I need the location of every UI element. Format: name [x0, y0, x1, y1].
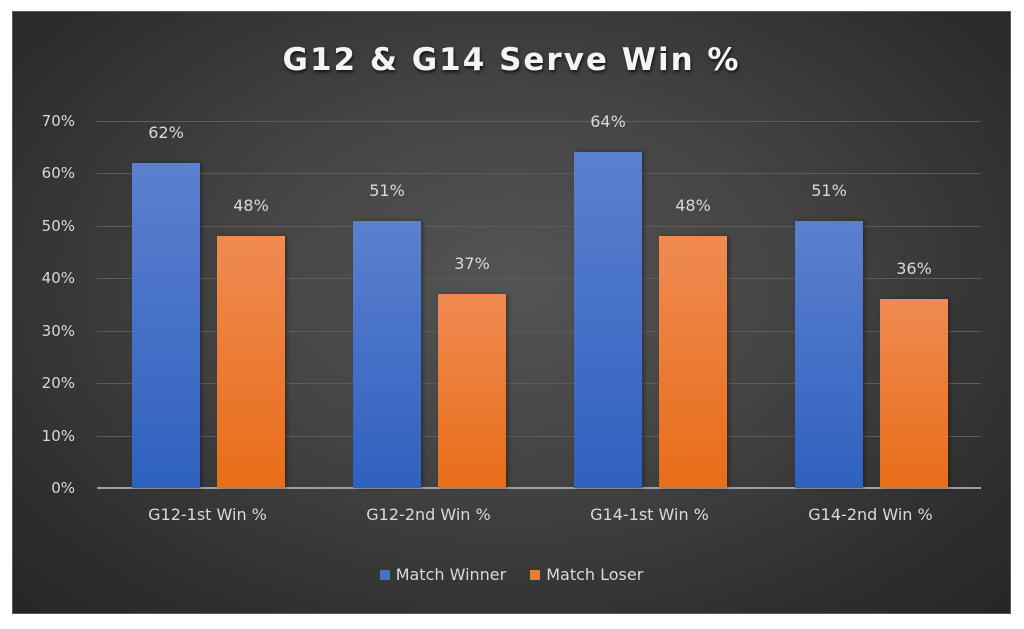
bar-match-winner: [574, 152, 642, 488]
x-category-label: G12-2nd Win %: [366, 505, 491, 524]
legend-swatch-icon: [530, 569, 541, 580]
bar-match-winner: [132, 162, 200, 488]
y-tick-label: 40%: [41, 269, 75, 288]
gridline: [97, 383, 981, 385]
legend-item-match-winner[interactable]: Match Winner: [379, 565, 507, 584]
data-label: 36%: [896, 259, 932, 279]
x-axis-line: [97, 487, 981, 489]
bar-match-winner: [795, 220, 863, 488]
y-tick-label: 10%: [41, 426, 75, 445]
gridline: [97, 330, 981, 332]
data-label: 62%: [148, 122, 184, 142]
gridline: [97, 121, 981, 122]
bar-match-winner: [353, 220, 421, 488]
chart-title: G12 & G14 Serve Win %: [282, 42, 741, 78]
data-label: 51%: [811, 180, 847, 200]
data-label: 48%: [233, 196, 269, 216]
gridline: [97, 225, 981, 227]
data-label: 51%: [369, 180, 405, 200]
y-tick-label: 20%: [41, 374, 75, 393]
plot-area: 0% 10% 20% 30% 40% 50% 60% 70% 62% 48% G12-1st Win…: [42, 112, 981, 524]
legend-label: Match Loser: [546, 565, 644, 584]
y-tick-label: 0%: [51, 479, 75, 497]
x-category-label: G14-1st Win %: [590, 505, 709, 524]
gridline: [97, 173, 981, 175]
bar-match-loser: [438, 294, 506, 488]
data-label: 37%: [454, 254, 490, 273]
y-tick-label: 60%: [41, 164, 75, 183]
y-tick-label: 50%: [41, 216, 75, 235]
legend-swatch-icon: [379, 569, 390, 580]
bar-match-loser: [659, 236, 727, 488]
data-label: 48%: [675, 196, 711, 216]
y-tick-label: 30%: [41, 321, 75, 340]
data-label: 64%: [590, 112, 626, 132]
x-category-label: G14-2nd Win %: [808, 505, 933, 524]
bar-match-loser: [880, 299, 948, 488]
legend: Match Winner Match Loser: [13, 565, 1010, 584]
legend-label: Match Winner: [395, 565, 507, 584]
gridline: [97, 435, 981, 437]
bar-match-loser: [217, 236, 285, 488]
chart-container: G12 & G14 Serve Win % 0% 10% 20% 30% 40% 50% 6…: [12, 11, 1011, 614]
y-tick-label: 70%: [41, 112, 75, 130]
gridline: [97, 278, 981, 280]
legend-item-match-loser[interactable]: Match Loser: [530, 565, 643, 584]
x-category-label: G12-1st Win %: [148, 505, 267, 524]
